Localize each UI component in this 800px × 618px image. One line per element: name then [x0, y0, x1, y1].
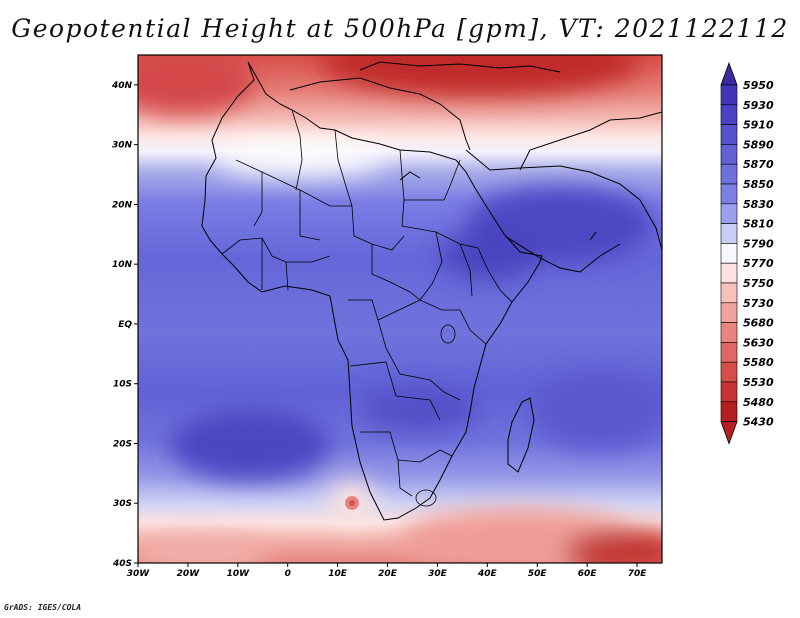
- x-tick-label: 0: [285, 569, 291, 579]
- y-tick-label: 30S: [113, 499, 132, 509]
- colorbar-segment: [720, 262, 738, 284]
- y-tick-label: 40N: [111, 81, 133, 91]
- y-tick-label: 20S: [113, 439, 132, 449]
- colorbar-label: 5530: [743, 376, 774, 389]
- colorbar-segment: [720, 322, 738, 343]
- colorbar-segment: [720, 361, 738, 383]
- colorbar: 5950 5930 5910 5890 5870 5850 5830 5810 5790 5770…: [720, 61, 774, 445]
- colorbar-segment: [720, 401, 738, 422]
- colorbar-segment: [720, 381, 738, 403]
- colorbar-segment: [720, 144, 738, 165]
- x-tick-label: 50E: [528, 569, 548, 579]
- colorbar-segment: [720, 163, 738, 185]
- colorbar-label: 5930: [743, 99, 774, 112]
- colorbar-segment: [720, 183, 738, 205]
- colorbar-label: 5890: [743, 138, 774, 151]
- colorbar-label: 5770: [743, 257, 774, 270]
- colorbar-label: 5480: [743, 396, 774, 409]
- y-tick-label: 10N: [112, 260, 133, 270]
- colorbar-top-arrow: [720, 61, 738, 86]
- y-tick-label: 40S: [112, 559, 132, 569]
- colorbar-label: 5580: [743, 356, 774, 369]
- colorbar-segment: [720, 124, 738, 145]
- x-tick-label: 10W: [227, 569, 251, 579]
- colorbar-segment: [720, 342, 738, 363]
- colorbar-segment: [720, 203, 738, 224]
- y-tick-label: 20N: [112, 200, 133, 210]
- colorbar-segment: [720, 243, 738, 264]
- x-tick-label: 10E: [328, 569, 348, 579]
- colorbar-segment: [720, 223, 738, 244]
- x-tick-label: 40E: [477, 569, 498, 579]
- colorbar-label: 5910: [743, 119, 774, 132]
- colorbar-bottom-arrow: [720, 421, 738, 445]
- colorbar-label: 5870: [743, 158, 774, 171]
- height-field: [138, 55, 662, 563]
- colorbar-label: 5810: [743, 218, 774, 231]
- colorbar-label: 5680: [743, 317, 774, 330]
- colorbar-segment: [720, 282, 738, 304]
- x-tick-label: 20E: [378, 569, 398, 579]
- map-axes: 30W 20W 10W 0 10E 20E 30E 40E 50E 60E 70E 40N 30N 20N…: [111, 81, 647, 579]
- y-tick-label: 30N: [112, 141, 133, 151]
- colorbar-label: 5430: [743, 416, 774, 429]
- colorbar-segment: [720, 104, 738, 125]
- colorbar-label: 5630: [743, 336, 774, 349]
- colorbar-segment: [720, 302, 738, 323]
- colorbar-label: 5730: [743, 297, 774, 310]
- y-tick-label: EQ: [118, 320, 132, 330]
- y-tick-label: 10S: [113, 380, 132, 390]
- colorbar-segment: [720, 84, 738, 106]
- grads-credit: GrADS: IGES/COLA: [4, 603, 82, 612]
- coastlines: [201, 61, 662, 521]
- colorbar-label: 5850: [743, 178, 774, 191]
- colorbar-label: 5750: [743, 277, 774, 290]
- x-tick-label: 20W: [177, 569, 201, 579]
- x-tick-label: 70E: [628, 569, 648, 579]
- x-tick-label: 60E: [578, 569, 598, 579]
- country-borders: [221, 109, 513, 507]
- colorbar-label: 5790: [743, 237, 774, 250]
- x-tick-label: 30E: [428, 569, 448, 579]
- plot-frame: [137, 54, 663, 564]
- colorbar-label: 5950: [743, 79, 774, 92]
- colorbar-label: 5830: [743, 198, 774, 211]
- chart-title: Geopotential Height at 500hPa [gpm], VT:…: [11, 14, 789, 43]
- x-tick-label: 30W: [127, 569, 151, 579]
